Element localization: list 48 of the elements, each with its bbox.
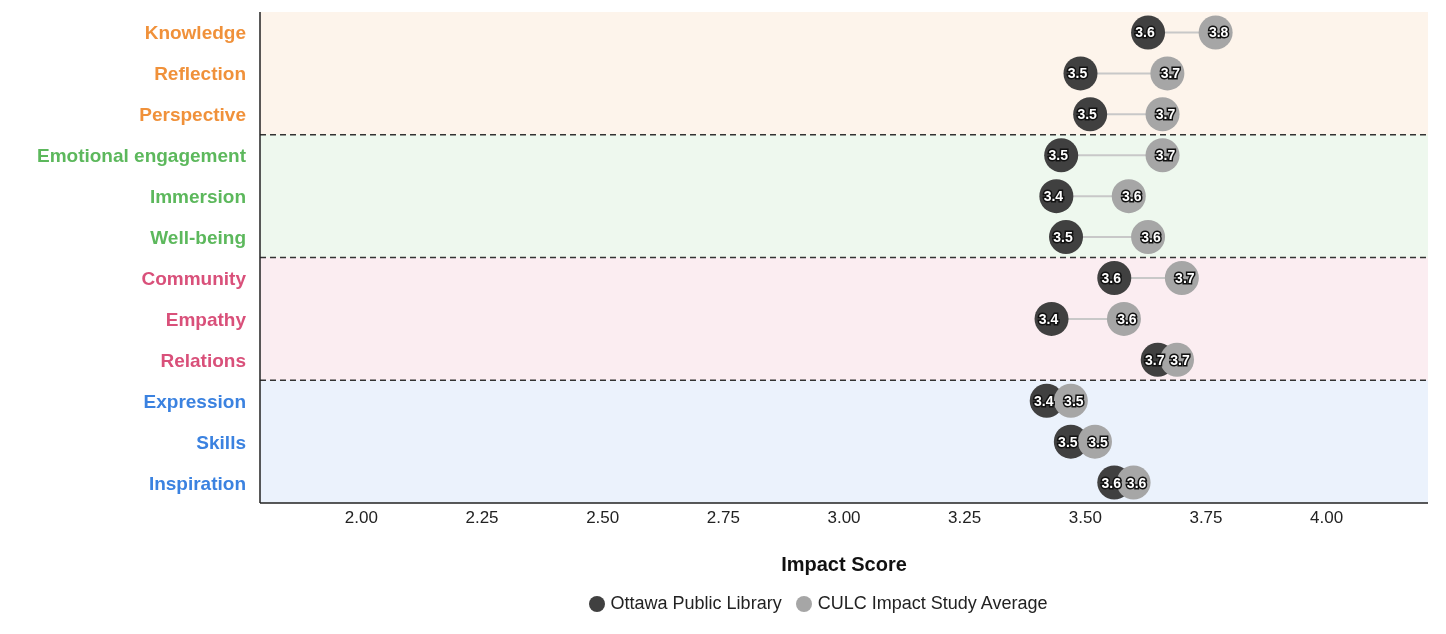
legend-label: Ottawa Public Library	[609, 593, 782, 614]
data-label: 3.7	[1160, 65, 1181, 82]
y-tick-label: Knowledge	[144, 22, 246, 44]
data-label: 3.4	[1038, 310, 1059, 327]
y-tick-label: Skills	[196, 431, 246, 453]
data-label: 3.5	[1058, 433, 1078, 450]
data-label: 3.6	[1135, 24, 1156, 41]
x-tick-label: 2.25	[465, 508, 499, 528]
x-tick-label: 3.25	[948, 508, 982, 528]
data-label: 3.6	[1126, 474, 1147, 491]
y-tick-label: Reflection	[154, 63, 246, 85]
data-label: 3.4	[1043, 188, 1064, 205]
data-label: 3.5	[1067, 65, 1088, 82]
data-label: 3.8	[1208, 24, 1229, 41]
data-label: 3.7	[1170, 351, 1190, 368]
y-tick-label: Community	[141, 267, 247, 289]
data-label: 3.5	[1088, 433, 1108, 450]
x-tick-label: 2.00	[344, 508, 378, 528]
x-tick-label: 2.75	[706, 508, 740, 528]
y-tick-label: Expression	[143, 390, 246, 412]
y-tick-label: Relations	[160, 349, 246, 371]
x-tick-label: 2.50	[586, 508, 620, 528]
x-tick-label: 3.50	[1068, 508, 1102, 528]
data-label: 3.6	[1122, 188, 1142, 205]
data-label: 3.6	[1141, 229, 1162, 246]
y-tick-label: Inspiration	[148, 472, 246, 494]
data-label: 3.7	[1175, 269, 1195, 286]
data-label: 3.4	[1033, 392, 1054, 409]
x-tick-label: 3.75	[1189, 508, 1223, 528]
data-label: 3.7	[1155, 106, 1176, 123]
data-label: 3.5	[1048, 147, 1069, 164]
x-axis-title: Impact Score	[781, 553, 907, 575]
data-label: 3.5	[1053, 229, 1073, 246]
y-tick-label: Immersion	[149, 186, 246, 208]
data-label: 3.6	[1101, 474, 1122, 491]
data-label: 3.7	[1155, 147, 1176, 164]
y-tick-label: Well-being	[150, 227, 246, 249]
data-label: 3.5	[1064, 392, 1084, 409]
data-label: 3.6	[1101, 269, 1122, 286]
x-tick-label: 3.00	[827, 508, 861, 528]
data-label: 3.6	[1117, 310, 1137, 327]
y-tick-label: Perspective	[139, 104, 246, 126]
data-label: 3.5	[1077, 106, 1098, 123]
y-tick-label: Emotional engagement	[36, 145, 247, 167]
x-tick-label: 4.00	[1310, 508, 1344, 528]
data-label: 3.7	[1144, 351, 1165, 368]
legend-label: CULC Impact Study Average	[816, 593, 1048, 614]
y-tick-label: Empathy	[165, 308, 247, 330]
